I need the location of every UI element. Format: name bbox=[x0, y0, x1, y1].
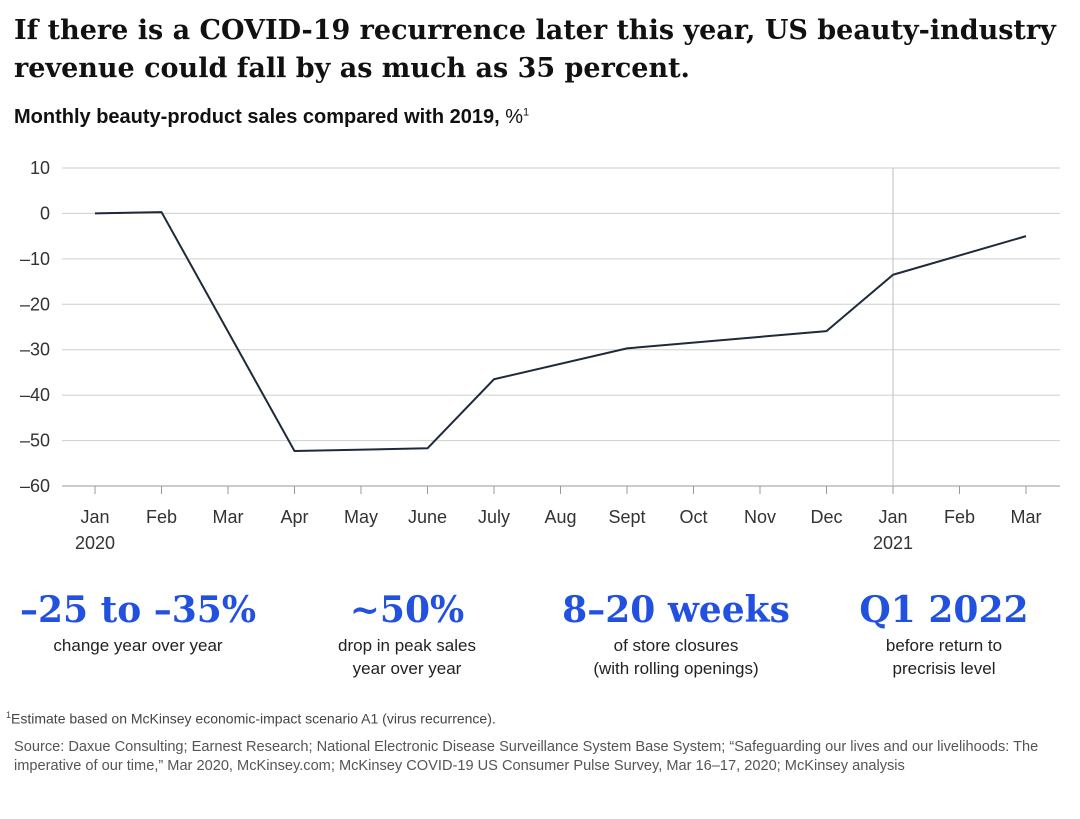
x-tick-label: Feb bbox=[944, 507, 975, 527]
y-tick-label: –30 bbox=[20, 340, 50, 360]
x-tick-label: Mar bbox=[1011, 507, 1042, 527]
stat-desc-line: of store closures bbox=[613, 636, 739, 655]
y-tick-label: 0 bbox=[40, 203, 50, 223]
stat-desc-line: precrisis level bbox=[892, 659, 996, 678]
stat-value: 8–20 weeks bbox=[562, 589, 790, 631]
x-tick-label: Mar bbox=[213, 507, 244, 527]
stat-peak-drop: ~50% drop in peak sales year over year bbox=[277, 588, 537, 680]
x-tick-label: Dec bbox=[810, 507, 842, 527]
chart-subtitle: Monthly beauty-product sales compared wi… bbox=[14, 106, 529, 129]
footnote-text: Estimate based on McKinsey economic-impa… bbox=[11, 710, 496, 727]
stat-value: Q1 2022 bbox=[859, 589, 1029, 631]
footnote-marker: 1 bbox=[6, 710, 12, 720]
series-line bbox=[94, 211, 1027, 453]
stat-desc-line: year over year bbox=[352, 659, 462, 678]
x-tick-label: Sept bbox=[608, 507, 645, 527]
x-tick-label: May bbox=[344, 507, 378, 527]
stat-description: before return to precrisis level bbox=[814, 634, 1074, 680]
y-tick-label: 10 bbox=[30, 158, 50, 178]
x-year-label: 2021 bbox=[873, 533, 913, 553]
x-tick-label: Apr bbox=[280, 507, 308, 527]
stat-store-closures: 8–20 weeks of store closures (with rollin… bbox=[546, 588, 806, 680]
stat-desc-line: (with rolling openings) bbox=[593, 659, 759, 678]
y-tick-label: –50 bbox=[20, 431, 50, 451]
stat-value: ~50% bbox=[349, 589, 465, 631]
series-layer bbox=[94, 211, 1027, 453]
x-year-label: 2020 bbox=[75, 533, 115, 553]
x-axis: Jan 2020 Feb Mar Apr May June July Aug Sept Oct Nov… bbox=[75, 486, 1042, 553]
x-tick-label: Jan bbox=[80, 507, 109, 527]
stat-value: –25 to –35% bbox=[19, 589, 257, 631]
stat-desc-line: drop in peak sales bbox=[338, 636, 476, 655]
subtitle-footnote-marker: 1 bbox=[523, 106, 530, 119]
y-tick-label: –20 bbox=[20, 294, 50, 314]
y-tick-label: –10 bbox=[20, 249, 50, 269]
y-axis: 10 0 –10 –20 –30 –40 –50 –60 bbox=[20, 158, 50, 496]
x-tick-label: Aug bbox=[544, 507, 576, 527]
x-tick-label: June bbox=[408, 507, 447, 527]
y-tick-label: –60 bbox=[20, 476, 50, 496]
chart-title: If there is a COVID-19 recurrence later … bbox=[14, 15, 1056, 84]
x-tick-label: Jan bbox=[878, 507, 907, 527]
x-tick-label: Feb bbox=[146, 507, 177, 527]
stat-revenue-change: –25 to –35% change year over year bbox=[8, 588, 268, 657]
stat-desc-line: before return to bbox=[885, 636, 1003, 655]
subtitle-unit: % bbox=[505, 106, 524, 128]
key-stats: –25 to –35% change year over year ~50% d… bbox=[0, 588, 1080, 698]
y-tick-label: –40 bbox=[20, 385, 50, 405]
x-tick-label: Nov bbox=[744, 507, 776, 527]
subtitle-text: Monthly beauty-product sales compared wi… bbox=[14, 106, 500, 128]
footnote: 1Estimate based on McKinsey economic-imp… bbox=[6, 710, 496, 727]
x-tick-label: July bbox=[478, 507, 510, 527]
stat-description: drop in peak sales year over year bbox=[277, 634, 537, 680]
stat-description: of store closures (with rolling openings) bbox=[546, 634, 806, 680]
grid-lines bbox=[62, 167, 1060, 487]
stat-recovery: Q1 2022 before return to precrisis level bbox=[814, 588, 1074, 680]
x-tick-label: Oct bbox=[679, 507, 707, 527]
line-chart: 10 0 –10 –20 –30 –40 –50 –60 Jan 2020 Feb Mar Apr Ma… bbox=[20, 158, 1060, 553]
source-note: Source: Daxue Consulting; Earnest Resear… bbox=[14, 739, 1039, 774]
stat-description: change year over year bbox=[8, 634, 268, 657]
stat-desc-line: change year over year bbox=[53, 636, 223, 655]
